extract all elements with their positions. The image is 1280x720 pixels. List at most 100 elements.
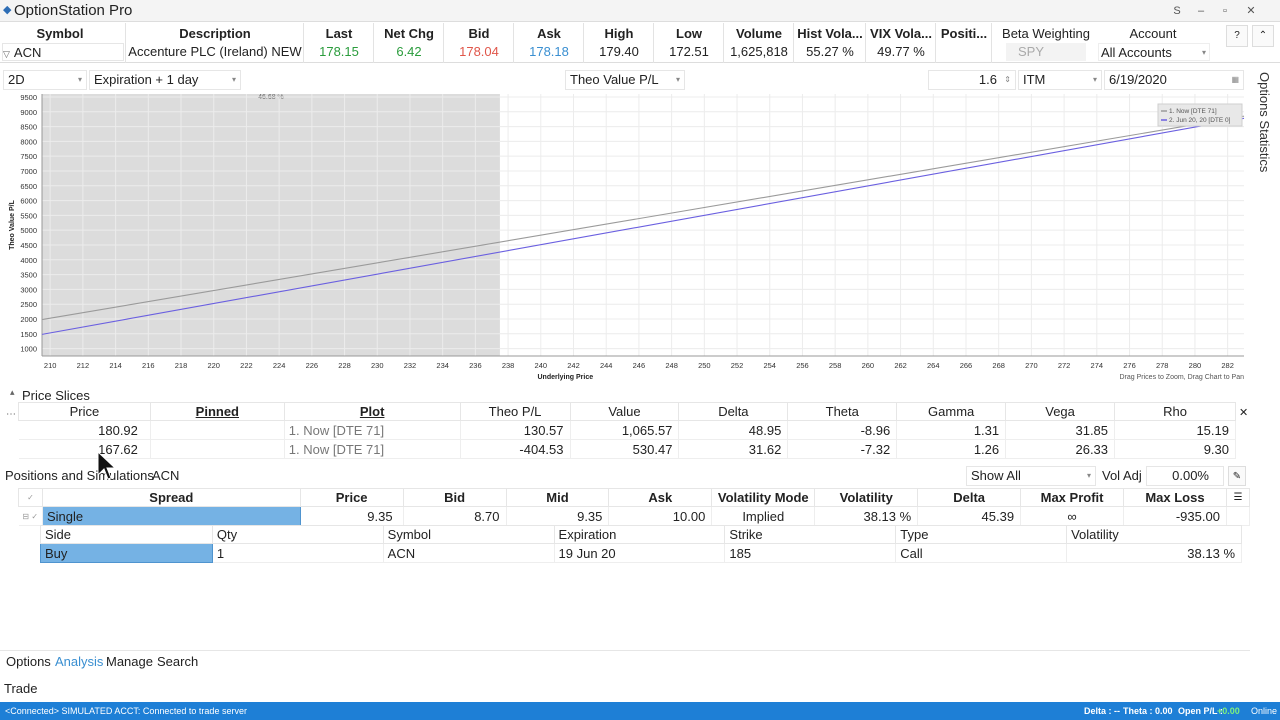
moneyness-select[interactable]: ITM ▾	[1018, 70, 1102, 90]
pinned-select[interactable]	[150, 420, 285, 440]
leg-symbol-input[interactable]: ACN	[383, 543, 555, 563]
col-plot[interactable]: Plot	[283, 402, 461, 421]
x-tick-label: 222	[240, 361, 253, 370]
col-pinned[interactable]: Pinned	[149, 402, 285, 421]
leg-volatility-input[interactable]: 38.13 %	[1066, 543, 1242, 563]
col-theo-pl[interactable]: Theo P/L	[459, 402, 571, 421]
col-spread[interactable]: Spread	[41, 488, 301, 507]
col-bid[interactable]: Bid	[402, 488, 507, 507]
y-tick-label: 9500	[20, 93, 37, 102]
col-price[interactable]: Price	[299, 488, 404, 507]
vol-mode-cell[interactable]: Implied	[711, 506, 816, 526]
x-tick-label: 236	[469, 361, 482, 370]
maximize-button[interactable]: ▫	[1223, 5, 1227, 17]
table-row[interactable]: ⊟ ✓ Single 9.35 8.70 9.35 10.00 Implied …	[18, 506, 1251, 526]
col-theta[interactable]: Theta	[787, 402, 898, 421]
chevron-down-icon: ▾	[1092, 75, 1097, 84]
tab-manage[interactable]: Manage	[106, 654, 153, 669]
price-stepper[interactable]: 167.62	[18, 439, 151, 459]
pin-icon[interactable]: ✎	[1228, 466, 1246, 486]
expiration-select[interactable]: 19 Jun 20	[554, 543, 726, 563]
col-max-profit[interactable]: Max Profit	[1020, 488, 1124, 507]
table-row[interactable]: 180.92 1. Now [DTE 71] 130.57 1,065.57 4…	[18, 420, 1236, 440]
plot-select[interactable]: 1. Now [DTE 71]	[284, 439, 461, 459]
column-menu-icon[interactable]: ☰	[1225, 488, 1251, 507]
zoom-stepper[interactable]: 1.6 ⇕	[928, 70, 1016, 90]
bid-cell: 8.70	[403, 506, 507, 526]
col-gamma[interactable]: Gamma	[896, 402, 1007, 421]
symbol-input[interactable]: ▽ ACN	[2, 43, 124, 61]
vega-cell: 26.33	[1005, 439, 1116, 459]
col-strike[interactable]: Strike	[724, 525, 897, 544]
low-header: Low	[676, 26, 702, 41]
collapse-icon[interactable]: ⌃	[1252, 25, 1274, 47]
col-ask[interactable]: Ask	[608, 488, 713, 507]
col-type[interactable]: Type	[895, 525, 1068, 544]
options-statistics-tab[interactable]: Options Statistics	[1255, 68, 1279, 188]
y-tick-label: 5500	[20, 211, 37, 220]
select-all-checkbox[interactable]: ✓	[18, 488, 43, 507]
chart-mode-select[interactable]: 2D ▾	[3, 70, 87, 90]
close-button[interactable]: ✕	[1246, 5, 1256, 17]
col-max-loss[interactable]: Max Loss	[1123, 488, 1227, 507]
series-line-1	[41, 115, 1245, 321]
collapse-arrow-icon[interactable]: ▴	[10, 387, 15, 397]
side-select[interactable]: Buy	[40, 543, 213, 563]
x-tick-label: 244	[600, 361, 613, 370]
col-vol-mode[interactable]: Volatility Mode	[711, 488, 816, 507]
col-volatility[interactable]: Volatility	[814, 488, 919, 507]
metric-select[interactable]: Theo Value P/L ▾	[565, 70, 685, 90]
beta-weighting-select[interactable]: SPY	[1006, 43, 1086, 61]
ask-cell: 10.00	[608, 506, 713, 526]
type-select[interactable]: Call	[895, 543, 1068, 563]
description-cell: Description Accenture PLC (Ireland) NEW	[126, 23, 304, 63]
symbol-header: Symbol	[36, 26, 84, 41]
last-value: 178.15	[319, 44, 359, 59]
col-vega[interactable]: Vega	[1005, 402, 1116, 421]
app-logo-icon: ◆	[3, 4, 12, 16]
net-chg-value: 6.42	[396, 44, 422, 59]
row-checkbox[interactable]: ⊟ ✓	[18, 506, 43, 526]
show-filter-select[interactable]: Show All ▾	[966, 466, 1096, 486]
help-button[interactable]: ?	[1226, 25, 1248, 47]
price-stepper[interactable]: 180.92	[18, 420, 151, 440]
spread-select[interactable]: Single	[41, 506, 301, 526]
x-tick-label: 256	[796, 361, 809, 370]
table-row[interactable]: Buy 1 ACN 19 Jun 20 185 Call 38.13 %	[40, 543, 1242, 563]
col-symbol[interactable]: Symbol	[382, 525, 555, 544]
tab-search[interactable]: Search	[157, 654, 199, 669]
menu-dots-icon[interactable]: ⋯	[6, 409, 16, 420]
x-tick-label: 268	[992, 361, 1005, 370]
date-picker[interactable]: 6/19/2020 ▦	[1104, 70, 1244, 90]
table-row[interactable]: 167.62 1. Now [DTE 71] -404.53 530.47 31…	[18, 439, 1236, 459]
high-header: High	[604, 26, 634, 41]
pinned-select[interactable]	[150, 439, 285, 459]
col-delta[interactable]: Delta	[917, 488, 1022, 507]
col-side[interactable]: Side	[40, 525, 213, 544]
price-input[interactable]: 9.35	[300, 506, 404, 526]
vol-adj-input[interactable]: 0.00%	[1146, 466, 1224, 486]
col-value[interactable]: Value	[569, 402, 680, 421]
minimize-button[interactable]: –	[1197, 5, 1205, 17]
col-delta[interactable]: Delta	[678, 402, 789, 421]
col-price[interactable]: Price	[18, 402, 151, 421]
tab-analysis[interactable]: Analysis	[55, 654, 104, 669]
col-qty[interactable]: Qty	[211, 525, 384, 544]
trade-panel-label[interactable]: Trade	[4, 681, 38, 696]
col-rho[interactable]: Rho	[1114, 402, 1236, 421]
col-leg-volatility[interactable]: Volatility	[1066, 525, 1242, 544]
col-mid[interactable]: Mid	[505, 488, 610, 507]
tab-options[interactable]: Options	[6, 654, 51, 669]
qty-stepper[interactable]: 1	[212, 543, 384, 563]
strike-select[interactable]: 185	[724, 543, 897, 563]
account-select[interactable]: All Accounts ▾	[1098, 43, 1210, 61]
x-tick-label: 266	[960, 361, 973, 370]
pl-chart[interactable]: 46.68 % 210 212 214 216 218 220 222 224 226 228 230…	[0, 92, 1250, 388]
plot-select[interactable]: 1. Now [DTE 71]	[284, 420, 461, 440]
pl-chart-svg[interactable]: 46.68 % 210 212 214 216 218 220 222 224 226 228 230…	[0, 92, 1250, 388]
col-expiration[interactable]: Expiration	[553, 525, 726, 544]
symbol-link-button[interactable]: S	[1173, 5, 1181, 17]
vol-adj-value: 0.00%	[1172, 468, 1209, 483]
expiration-select[interactable]: Expiration + 1 day ▾	[89, 70, 241, 90]
close-icon[interactable]: ✕	[1239, 407, 1249, 419]
